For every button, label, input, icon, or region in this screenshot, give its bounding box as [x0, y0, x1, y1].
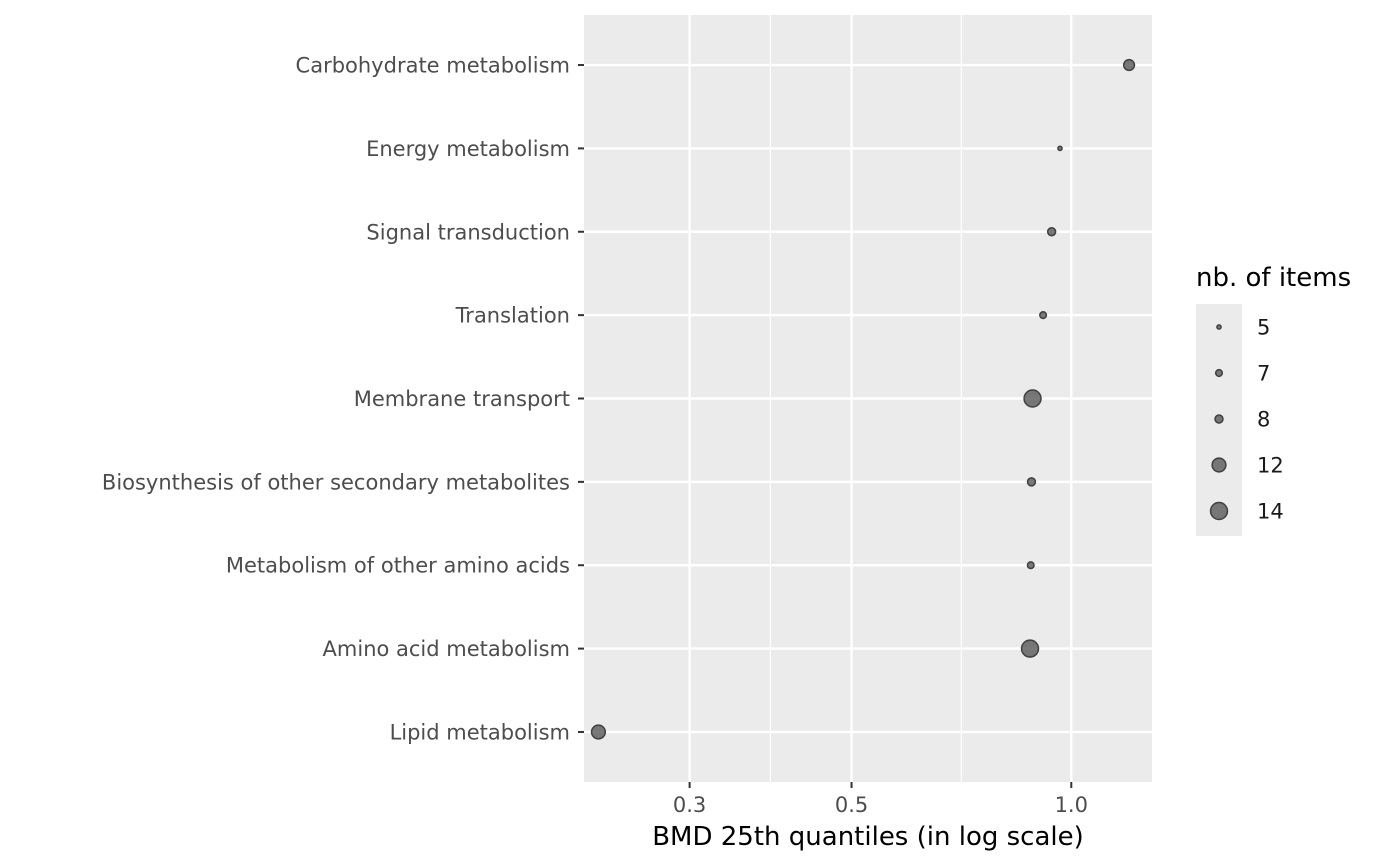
legend-key — [1214, 368, 1224, 378]
x-tick-label: 0.5 — [835, 793, 868, 817]
data-point — [1026, 477, 1037, 487]
legend-label: 7 — [1257, 362, 1270, 386]
y-category-label: Lipid metabolism — [390, 720, 570, 744]
x-tick-label: 1.0 — [1055, 793, 1088, 817]
y-category-label: Translation — [455, 304, 570, 328]
legend-key — [1211, 457, 1227, 473]
legend-key — [1214, 414, 1224, 424]
data-point — [1026, 561, 1035, 570]
y-axis: Carbohydrate metabolism Energy metabolism… — [102, 54, 584, 744]
y-category-label: Membrane transport — [354, 387, 570, 411]
data-point — [1020, 639, 1040, 658]
x-tick-label: 0.3 — [673, 793, 706, 817]
legend-key — [1209, 501, 1229, 521]
legend-label: 12 — [1257, 454, 1284, 478]
points — [590, 58, 1136, 740]
y-category-label: Signal transduction — [366, 220, 570, 244]
legend: nb. of items 5 7 8 12 14 — [1196, 263, 1351, 536]
x-axis-title: BMD 25th quantiles (in log scale) — [652, 822, 1084, 852]
data-point — [1023, 389, 1042, 408]
legend-label: 8 — [1257, 408, 1270, 432]
x-axis: 0.3 0.5 1.0 — [673, 782, 1088, 817]
grid-major — [584, 15, 1152, 782]
legend-key — [1216, 324, 1222, 330]
legend-label: 14 — [1257, 500, 1284, 524]
data-point — [1039, 311, 1048, 320]
y-category-label: Amino acid metabolism — [323, 637, 570, 661]
legend-entries: 5 7 8 12 14 — [1209, 316, 1284, 524]
y-category-label: Energy metabolism — [366, 137, 570, 161]
y-category-label: Metabolism of other amino acids — [226, 554, 570, 578]
data-point — [1046, 227, 1057, 237]
data-point — [590, 724, 607, 740]
data-point — [1122, 58, 1136, 72]
legend-label: 5 — [1257, 316, 1270, 340]
data-point — [1057, 145, 1063, 152]
legend-title: nb. of items — [1196, 263, 1351, 293]
y-category-label: Carbohydrate metabolism — [296, 54, 570, 78]
y-category-label: Biosynthesis of other secondary metaboli… — [102, 470, 570, 494]
